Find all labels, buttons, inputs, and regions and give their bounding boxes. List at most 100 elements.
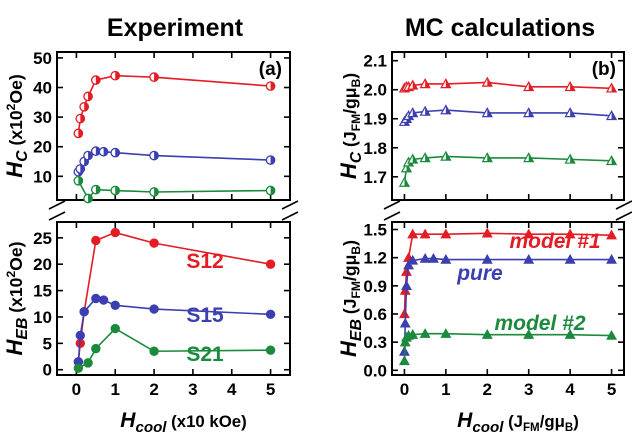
y-tick-label: 5 bbox=[43, 334, 52, 353]
y-tick-label: 10 bbox=[33, 308, 52, 327]
series-name-label: S15 bbox=[186, 304, 224, 327]
data-point bbox=[401, 280, 412, 291]
x-tick-label: 3 bbox=[524, 380, 533, 399]
series-name-label: S12 bbox=[186, 250, 223, 273]
data-point-half bbox=[115, 71, 120, 80]
data-point bbox=[407, 228, 419, 239]
data-point bbox=[523, 253, 535, 264]
data-point bbox=[427, 252, 439, 263]
data-point bbox=[110, 323, 120, 334]
data-point bbox=[399, 317, 411, 328]
y-axis-label-units-close: ) bbox=[340, 240, 360, 246]
y-axis-label-sup: 2 bbox=[4, 103, 18, 110]
y-axis-label-units-end-sub: B bbox=[349, 246, 363, 255]
y-axis-label-sub: C bbox=[348, 151, 365, 163]
data-point bbox=[407, 254, 419, 265]
series-name-label: S21 bbox=[186, 343, 224, 366]
y-tick-label: 0 bbox=[43, 361, 52, 380]
data-point bbox=[419, 252, 431, 263]
y-tick-label: 1.8 bbox=[363, 139, 387, 158]
x-axis-label-sub: cool bbox=[472, 419, 504, 436]
data-point bbox=[606, 253, 618, 264]
y-axis-label-units-end: /gμ bbox=[340, 87, 360, 113]
y-tick-label: 15 bbox=[33, 282, 52, 301]
y-axis-label-units-sub: FM bbox=[349, 114, 363, 131]
data-point bbox=[419, 328, 431, 338]
data-point bbox=[398, 308, 410, 319]
plot-frame bbox=[391, 51, 625, 201]
y-tick-label: 0.3 bbox=[363, 333, 387, 352]
data-point-half bbox=[445, 79, 451, 88]
data-point bbox=[523, 329, 535, 339]
data-point bbox=[481, 227, 493, 238]
y-axis-label-sup: 2 bbox=[4, 271, 18, 278]
data-point-half bbox=[270, 155, 275, 165]
y-axis-label-units: (J bbox=[340, 299, 360, 320]
data-point-half bbox=[84, 102, 89, 111]
y-tick-label: 1.7 bbox=[363, 168, 387, 187]
data-point bbox=[98, 295, 109, 305]
data-point bbox=[265, 345, 276, 355]
y-axis-label-units-end: Oe) bbox=[6, 241, 26, 270]
data-point-half bbox=[78, 129, 83, 138]
data-point bbox=[419, 228, 431, 239]
panel-1-bot: 0.0 0.3 0.6 0.9 1.2 1.5 0 1 2 3 4 5 HEB (JFM/gμB) bbox=[336, 221, 625, 399]
y-axis-label-units-end: /gμ bbox=[340, 255, 360, 281]
data-point-half bbox=[270, 186, 275, 195]
y-axis-label: HEB (x102Oe) bbox=[2, 241, 31, 355]
x-tick-label: 3 bbox=[188, 380, 197, 399]
x-axis-label-1: Hcool (JFM/gμB) bbox=[457, 409, 579, 436]
data-point bbox=[265, 259, 276, 269]
data-point bbox=[606, 229, 618, 240]
data-point-half bbox=[570, 154, 575, 164]
data-point-half bbox=[80, 164, 85, 174]
data-point bbox=[149, 238, 159, 248]
x-tick-label: 5 bbox=[266, 380, 275, 399]
data-point bbox=[398, 355, 410, 366]
y-tick-label: 25 bbox=[33, 229, 52, 248]
data-point bbox=[110, 300, 120, 311]
data-point bbox=[73, 363, 84, 373]
data-point bbox=[481, 253, 493, 264]
data-point-half bbox=[80, 114, 85, 123]
series-name-label: model #1 bbox=[509, 230, 600, 253]
x-tick-label: 1 bbox=[111, 380, 120, 399]
data-point-half bbox=[445, 105, 451, 114]
column-title-0: Experiment bbox=[107, 14, 244, 42]
y-axis-label: HC (JFM/gμB) bbox=[336, 73, 365, 179]
panel-label-0: (a) bbox=[259, 59, 282, 80]
data-point bbox=[91, 293, 101, 304]
plot-frame bbox=[56, 51, 291, 201]
axis-break-mark bbox=[383, 211, 401, 221]
x-axis-label-units-close: ) bbox=[573, 412, 579, 431]
y-axis-label-main: H bbox=[2, 161, 27, 178]
data-point bbox=[606, 329, 618, 340]
data-point-half bbox=[412, 108, 418, 117]
data-point-half bbox=[570, 82, 575, 91]
y-tick-label: 1.5 bbox=[363, 221, 387, 240]
data-point-half bbox=[404, 177, 410, 187]
y-axis-label-units: (x10 bbox=[6, 277, 26, 317]
data-point-half bbox=[611, 111, 617, 120]
data-point-half bbox=[528, 82, 534, 91]
y-axis-label: HC (x102Oe) bbox=[2, 74, 31, 178]
y-tick-label: 20 bbox=[33, 255, 52, 274]
data-point-half bbox=[425, 106, 430, 116]
x-axis-label-units: (x10 kOe) bbox=[167, 412, 247, 431]
y-axis-label-sub: EB bbox=[348, 319, 365, 341]
x-tick-label: 4 bbox=[227, 380, 237, 399]
data-point bbox=[440, 253, 452, 264]
data-point-half bbox=[412, 154, 418, 164]
data-point-half bbox=[95, 185, 101, 194]
data-point bbox=[564, 329, 576, 339]
data-point-half bbox=[408, 111, 414, 120]
data-point bbox=[79, 306, 89, 317]
y-axis-label-units: (J bbox=[340, 131, 360, 152]
data-point-half bbox=[611, 83, 617, 92]
series-name-label: model #2 bbox=[494, 312, 585, 335]
axis-break-mark bbox=[281, 200, 299, 210]
y-tick-label: 40 bbox=[33, 79, 52, 98]
axis-break-mark bbox=[48, 200, 66, 210]
x-tick-label: 2 bbox=[483, 380, 492, 399]
axis-break-mark bbox=[48, 211, 66, 221]
